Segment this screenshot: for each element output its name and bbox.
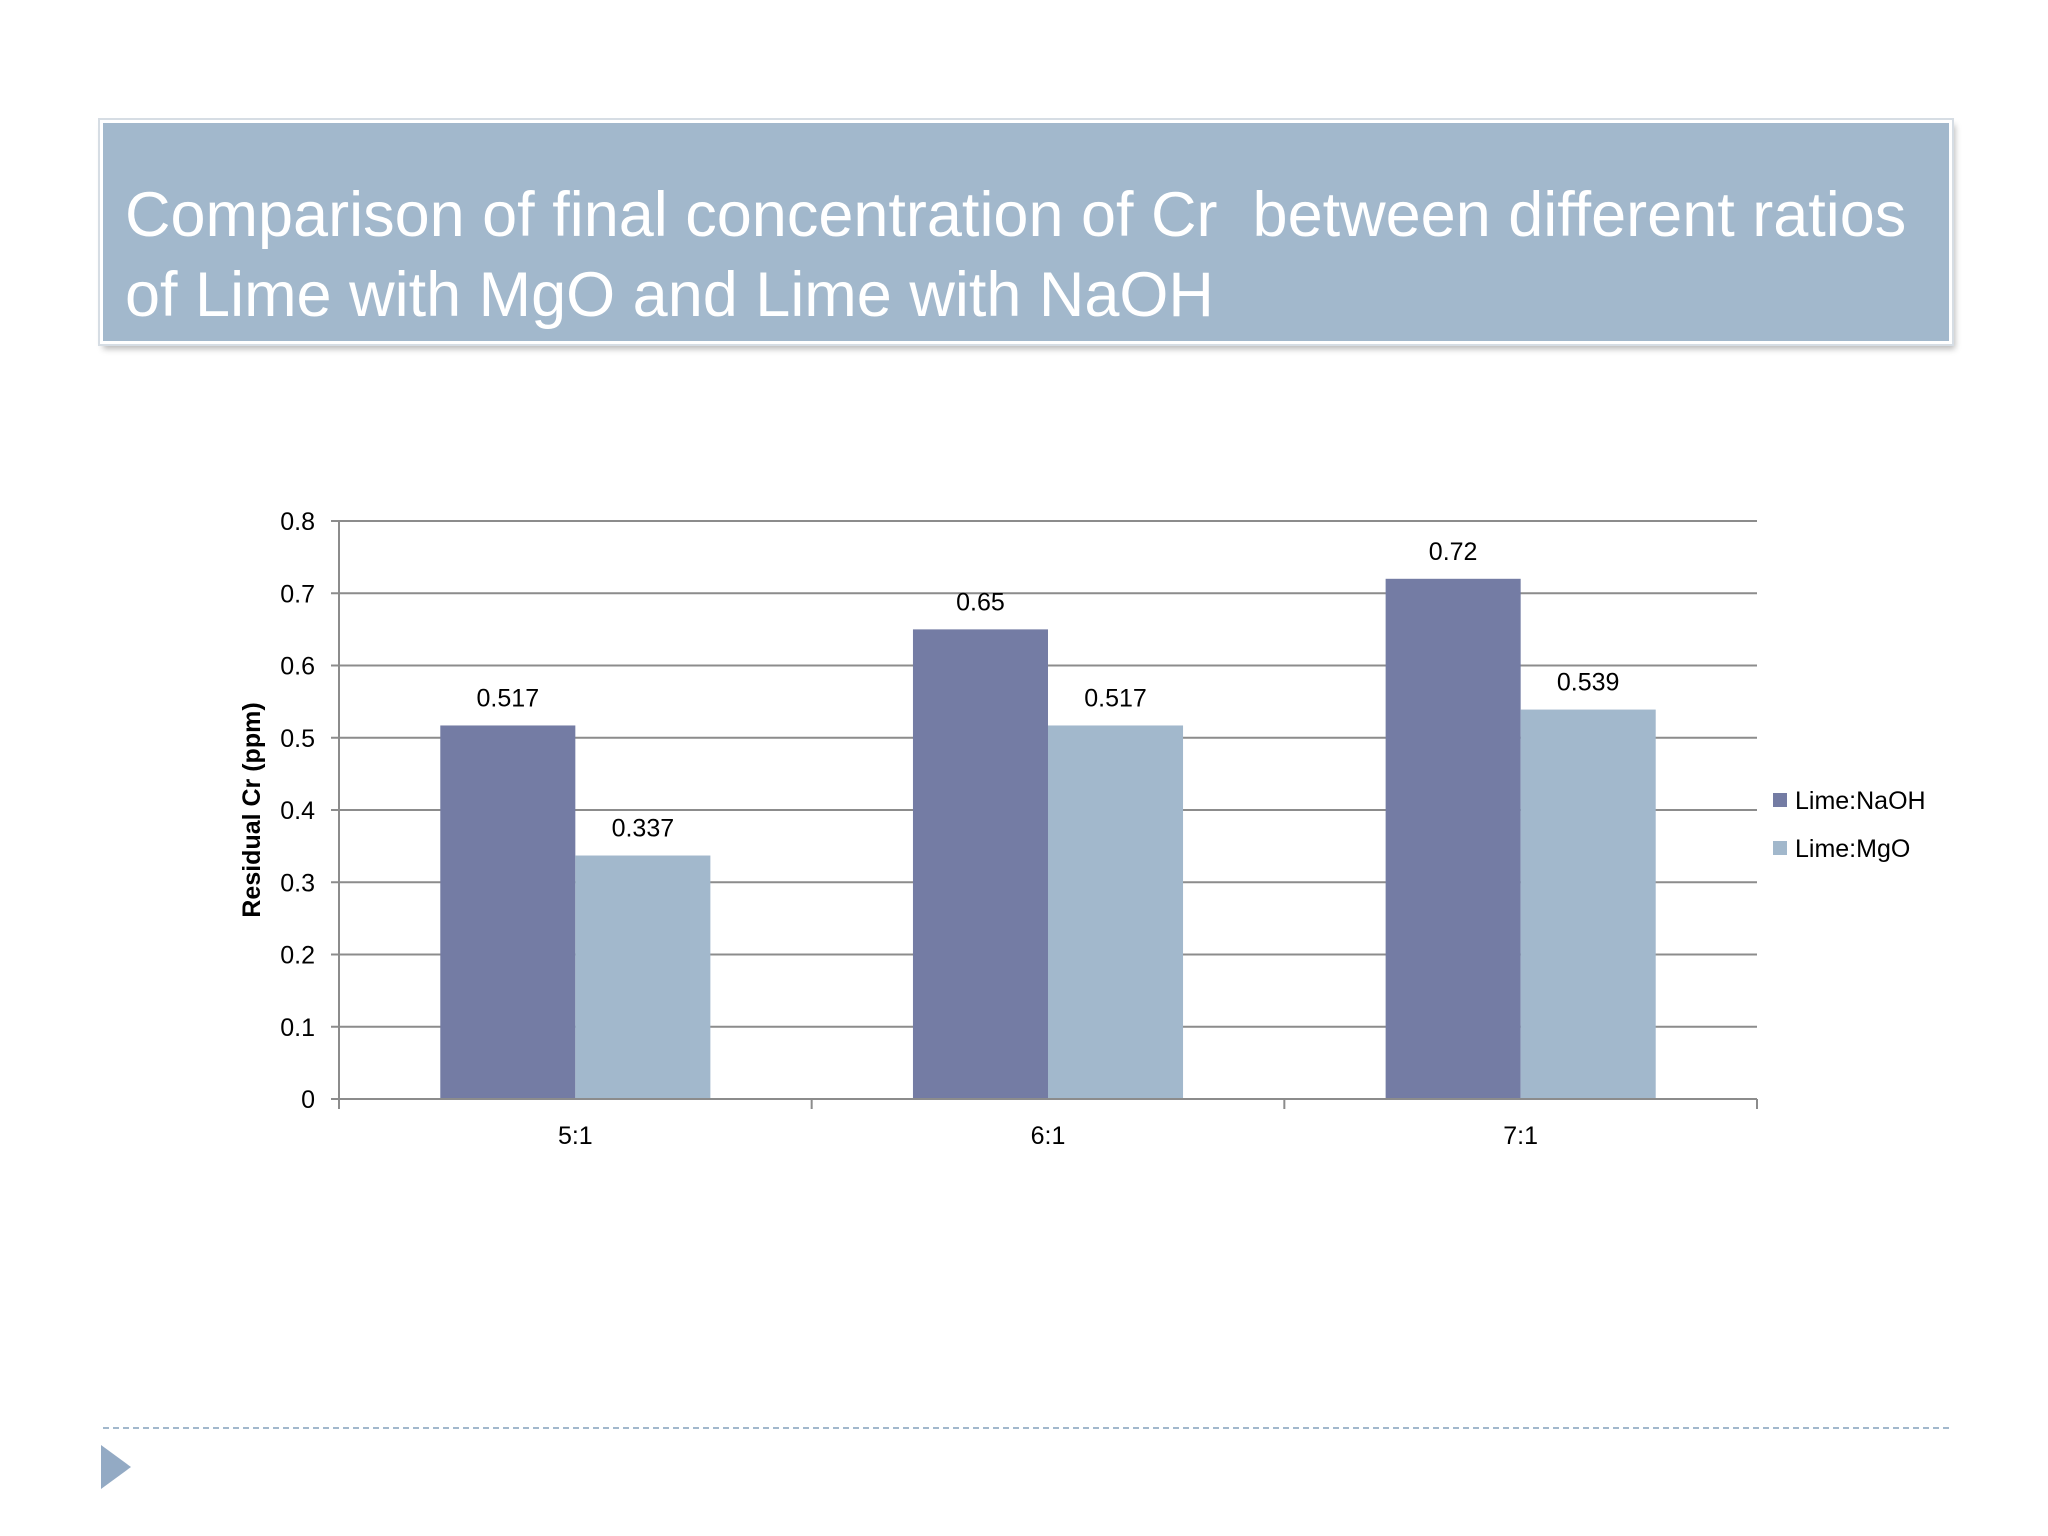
legend-label: Lime:NaOH: [1795, 787, 1926, 815]
bar: [1048, 725, 1184, 1099]
x-tick-label: 5:1: [558, 1122, 593, 1150]
y-tick-label: 0: [301, 1086, 315, 1114]
bar: [440, 725, 576, 1099]
bar: [912, 629, 1048, 1099]
axes: [331, 520, 1758, 1109]
slide-title: Comparison of final concentration of Cr …: [125, 180, 1924, 330]
data-label: 0.337: [612, 815, 675, 843]
legend-label: Lime:MgO: [1795, 835, 1910, 863]
data-label: 0.65: [956, 588, 1005, 616]
y-tick-label: 0.2: [280, 942, 315, 970]
legend-swatch: [1773, 841, 1787, 855]
y-tick-label: 0.7: [280, 580, 315, 608]
data-label: 0.72: [1429, 538, 1478, 566]
title-banner: Comparison of final concentration of Cr …: [100, 120, 1952, 344]
y-tick-label: 0.8: [280, 508, 315, 536]
bar: [1520, 709, 1656, 1099]
labels: 0 0.1 0.2 0.3 0.4 0.5 0.6 0.7 0.8 0.517 0.337 5:1 0.…: [280, 508, 1619, 1150]
data-label: 0.517: [477, 684, 540, 712]
y-tick-label: 0.5: [280, 725, 315, 753]
footer-divider: [103, 1427, 1949, 1429]
y-axis-title: Residual Cr (ppm): [238, 702, 266, 917]
x-tick-label: 7:1: [1503, 1122, 1538, 1150]
legend-swatch: [1773, 793, 1787, 807]
y-tick-label: 0.3: [280, 869, 315, 897]
next-arrow-icon: [101, 1445, 131, 1489]
legend: Lime:NaOH Lime:MgO: [1773, 787, 1926, 863]
y-tick-label: 0.4: [280, 797, 315, 825]
bar: [575, 855, 711, 1099]
x-tick-label: 6:1: [1031, 1122, 1066, 1150]
data-label: 0.539: [1557, 669, 1620, 697]
y-tick-label: 0.1: [280, 1014, 315, 1042]
bar: [1385, 578, 1521, 1099]
y-tick-label: 0.6: [280, 653, 315, 681]
data-label: 0.517: [1084, 684, 1147, 712]
bars: [440, 578, 1656, 1099]
